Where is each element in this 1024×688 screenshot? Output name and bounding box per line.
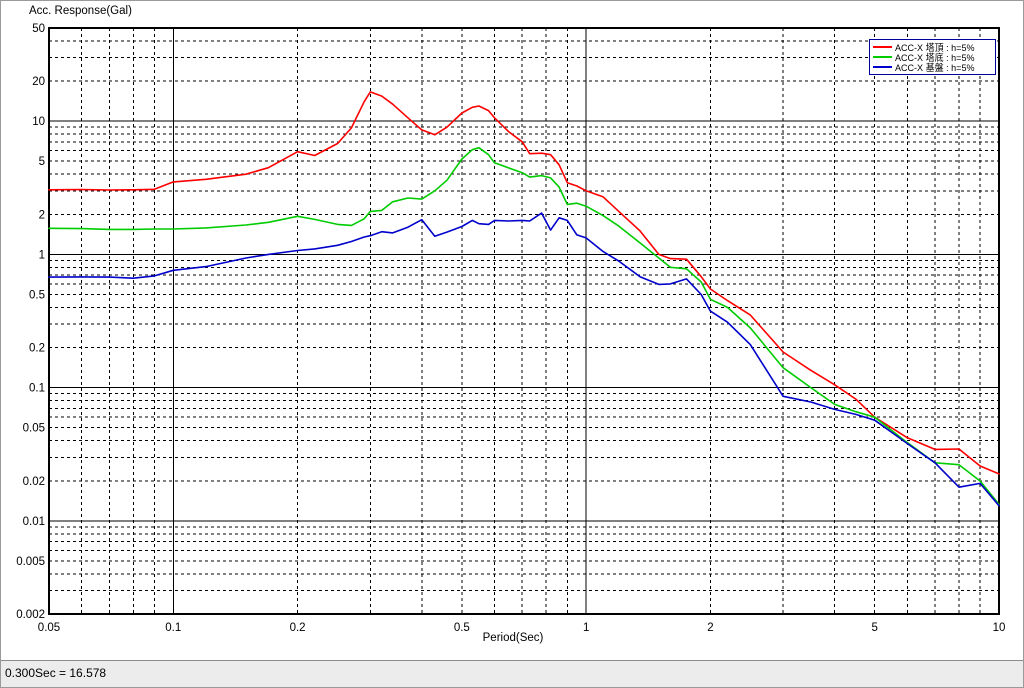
y-tick-label: 1 (39, 249, 45, 261)
legend-entry-label: ACC-X 塔底 : h=5% (895, 53, 975, 64)
y-tick-label: 0.002 (16, 609, 45, 621)
y-tick-label: 2 (39, 209, 45, 221)
series-line-2 (48, 212, 1000, 507)
legend-entry: ACC-X 基盤 : h=5% (873, 62, 992, 74)
legend-line-swatch (873, 56, 892, 58)
y-tick-label: 0.005 (16, 556, 45, 568)
legend-line-swatch (873, 46, 892, 48)
legend-line-swatch (873, 66, 892, 68)
x-axis-title: Period(Sec) (482, 632, 544, 644)
y-axis-title: Acc. Response(Gal) (29, 5, 132, 17)
y-tick-label: 0.2 (29, 343, 45, 355)
x-tick-label: 5 (872, 622, 878, 634)
legend: ACC-X 塔頂 : h=5% ACC-X 塔底 : h=5% ACC-X 基盤 :… (869, 39, 996, 75)
x-tick-label: 1 (583, 622, 589, 634)
series-line-0 (48, 91, 1000, 475)
legend-entry: ACC-X 塔頂 : h=5% (873, 42, 992, 54)
x-tick-label: 2 (707, 622, 713, 634)
y-tick-label: 0.02 (23, 476, 45, 488)
y-tick-label: 0.1 (29, 383, 45, 395)
y-tick-label: 20 (32, 76, 45, 88)
y-tick-label: 5 (39, 156, 45, 168)
y-tick-label: 0.5 (29, 289, 45, 301)
chart-panel[interactable]: 50 20 10 5 2 1 0.5 0.2 0.1 0.05 0.02 0.01 0.005 0.002… (1, 1, 1023, 661)
y-tick-label: 10 (32, 116, 45, 128)
x-tick-label: 10 (993, 622, 1006, 634)
plot-border (48, 27, 1000, 615)
status-bar: 0.300Sec = 16.578 (1, 660, 1023, 687)
legend-entry-label: ACC-X 基盤 : h=5% (895, 63, 975, 74)
series-line-1 (48, 146, 1000, 506)
x-tick-label: 0.2 (290, 622, 306, 634)
x-tick-label: 0.05 (38, 622, 60, 634)
legend-entry-label: ACC-X 塔頂 : h=5% (895, 43, 975, 54)
legend-entry: ACC-X 塔底 : h=5% (873, 52, 992, 64)
x-tick-label: 0.5 (454, 622, 470, 634)
x-tick-label: 0.1 (165, 622, 181, 634)
status-readout-text: 0.300Sec = 16.578 (5, 666, 107, 680)
y-tick-label: 0.05 (23, 423, 45, 435)
spectrum-chart-canvas[interactable]: 50 20 10 5 2 1 0.5 0.2 0.1 0.05 0.02 0.01 0.005 0.002… (1, 1, 1024, 662)
y-tick-label: 0.01 (23, 516, 45, 528)
y-tick-label: 50 (32, 23, 45, 35)
